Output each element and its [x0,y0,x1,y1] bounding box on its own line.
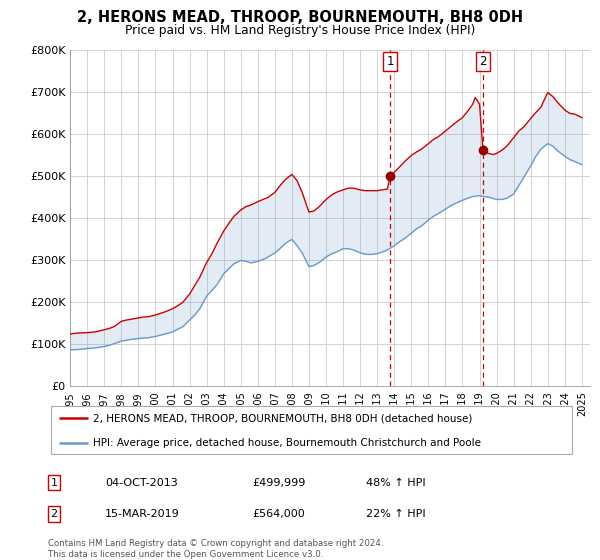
Text: 48% ↑ HPI: 48% ↑ HPI [366,478,425,488]
Text: £564,000: £564,000 [252,509,305,519]
Text: 2: 2 [50,509,58,519]
Text: £499,999: £499,999 [252,478,305,488]
FancyBboxPatch shape [50,406,572,454]
Text: 2: 2 [479,55,487,68]
Text: 04-OCT-2013: 04-OCT-2013 [105,478,178,488]
Text: 1: 1 [386,55,394,68]
Text: Contains HM Land Registry data © Crown copyright and database right 2024.: Contains HM Land Registry data © Crown c… [48,539,383,548]
Text: 15-MAR-2019: 15-MAR-2019 [105,509,180,519]
Text: Price paid vs. HM Land Registry's House Price Index (HPI): Price paid vs. HM Land Registry's House … [125,24,475,36]
Text: HPI: Average price, detached house, Bournemouth Christchurch and Poole: HPI: Average price, detached house, Bour… [93,438,481,448]
Text: 1: 1 [50,478,58,488]
Text: 2, HERONS MEAD, THROOP, BOURNEMOUTH, BH8 0DH (detached house): 2, HERONS MEAD, THROOP, BOURNEMOUTH, BH8… [93,413,472,423]
Text: This data is licensed under the Open Government Licence v3.0.: This data is licensed under the Open Gov… [48,550,323,559]
Text: 2, HERONS MEAD, THROOP, BOURNEMOUTH, BH8 0DH: 2, HERONS MEAD, THROOP, BOURNEMOUTH, BH8… [77,10,523,25]
Text: 22% ↑ HPI: 22% ↑ HPI [366,509,425,519]
